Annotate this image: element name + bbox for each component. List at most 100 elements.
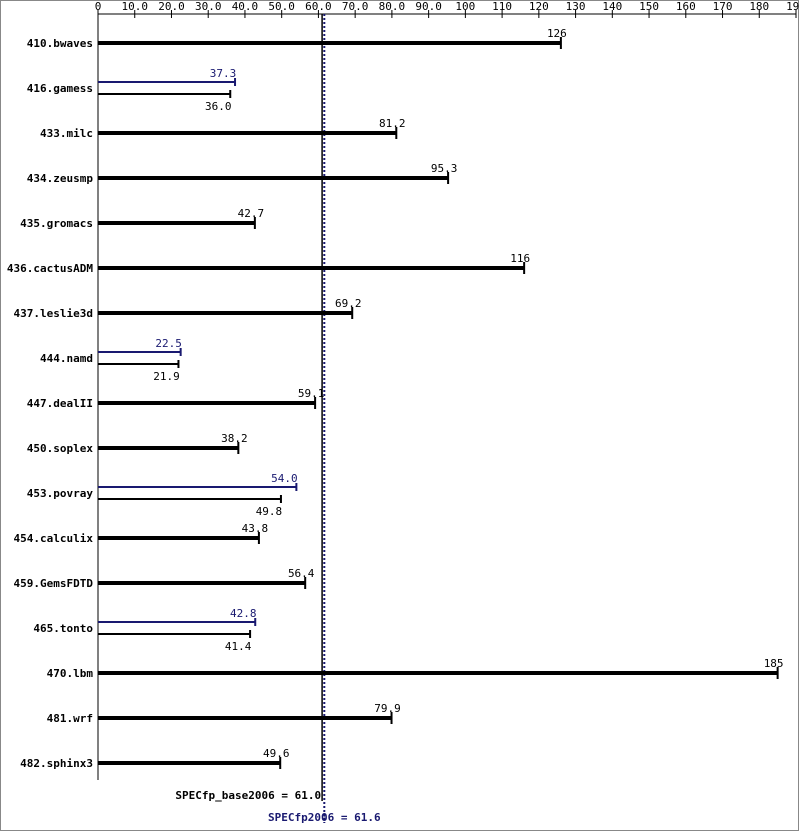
category-label: 450.soplex <box>27 442 94 455</box>
bar <box>98 266 525 270</box>
value-label: 49.8 <box>256 505 283 518</box>
bar <box>98 81 236 83</box>
x-tick-label: 80.0 <box>379 0 406 13</box>
value-label: 116 <box>510 252 530 265</box>
x-tick-label: 40.0 <box>232 0 259 13</box>
category-label: 447.dealII <box>27 397 93 410</box>
bar <box>98 716 392 720</box>
bar <box>98 761 281 765</box>
category-label: 436.cactusADM <box>7 262 93 275</box>
bar-cap <box>447 172 450 184</box>
bar-cap <box>249 630 252 638</box>
value-label: 41.4 <box>225 640 252 653</box>
value-label: 22.5 <box>155 337 182 350</box>
value-label: 43.8 <box>242 522 269 535</box>
bar-cap <box>314 397 317 409</box>
x-tick-label: 130 <box>566 0 586 13</box>
value-label: 36.0 <box>205 100 232 113</box>
value-label: 54.0 <box>271 472 298 485</box>
reference-label: SPECfp_base2006 = 61.0 <box>175 789 321 802</box>
value-label: 38.2 <box>221 432 248 445</box>
value-label: 95.3 <box>431 162 458 175</box>
x-tick-label: 180 <box>749 0 769 13</box>
x-tick-label: 60.0 <box>305 0 332 13</box>
bar-cap <box>304 577 307 589</box>
bar <box>98 621 256 623</box>
category-label: 482.sphinx3 <box>20 757 93 770</box>
x-tick-label: 170 <box>713 0 733 13</box>
x-tick-label: 190 <box>786 0 799 13</box>
value-label: 69.2 <box>335 297 362 310</box>
category-label: 453.povray <box>27 487 94 500</box>
bar <box>98 221 255 225</box>
bar <box>98 41 561 45</box>
bar <box>98 498 281 500</box>
bar-cap <box>776 667 779 679</box>
bar-cap <box>295 483 298 491</box>
bar <box>98 446 239 450</box>
x-tick-label: 70.0 <box>342 0 369 13</box>
x-tick-label: 140 <box>602 0 622 13</box>
bar <box>98 486 297 488</box>
value-label: 79.9 <box>374 702 401 715</box>
value-label: 49.6 <box>263 747 290 760</box>
category-label: 437.leslie3d <box>14 307 93 320</box>
x-tick-label: 160 <box>676 0 696 13</box>
bar-cap <box>234 78 237 86</box>
category-label: 410.bwaves <box>27 37 93 50</box>
x-tick-label: 50.0 <box>268 0 295 13</box>
bar <box>98 131 397 135</box>
category-label: 444.namd <box>40 352 93 365</box>
bar <box>98 633 251 635</box>
bar <box>98 93 231 95</box>
category-label: 434.zeusmp <box>27 172 94 185</box>
bar <box>98 581 306 585</box>
bar <box>98 363 179 365</box>
bar <box>98 311 353 315</box>
bar-cap <box>254 618 257 626</box>
bar-cap <box>237 442 240 454</box>
bar <box>98 176 449 180</box>
bar-cap <box>395 127 398 139</box>
category-label: 465.tonto <box>33 622 93 635</box>
value-label: 21.9 <box>153 370 180 383</box>
value-label: 37.3 <box>210 67 237 80</box>
value-label: 42.7 <box>238 207 265 220</box>
bar-cap <box>390 712 393 724</box>
category-label: 470.lbm <box>47 667 94 680</box>
category-label: 481.wrf <box>47 712 93 725</box>
value-label: 185 <box>764 657 784 670</box>
x-tick-label: 20.0 <box>158 0 185 13</box>
x-tick-label: 0 <box>95 0 102 13</box>
value-label: 56.4 <box>288 567 315 580</box>
x-tick-label: 30.0 <box>195 0 222 13</box>
bar <box>98 351 181 353</box>
x-tick-label: 10.0 <box>121 0 148 13</box>
bar-cap <box>559 37 562 49</box>
bar-cap <box>229 90 232 98</box>
category-label: 433.milc <box>40 127 93 140</box>
x-tick-label: 100 <box>455 0 475 13</box>
x-tick-label: 120 <box>529 0 549 13</box>
x-tick-label: 110 <box>492 0 512 13</box>
reference-label: SPECfp2006 = 61.6 <box>268 811 381 824</box>
bar-cap <box>351 307 354 319</box>
bar-cap <box>279 495 282 503</box>
bar-cap <box>279 757 282 769</box>
value-label: 42.8 <box>230 607 257 620</box>
value-label: 126 <box>547 27 567 40</box>
x-tick-label: 150 <box>639 0 659 13</box>
bar-cap <box>523 262 526 274</box>
category-label: 459.GemsFDTD <box>14 577 94 590</box>
bar <box>98 401 316 405</box>
bar-cap <box>253 217 256 229</box>
bar <box>98 671 778 675</box>
category-label: 435.gromacs <box>20 217 93 230</box>
bar-cap <box>179 348 182 356</box>
value-label: 59.1 <box>298 387 325 400</box>
bar-cap <box>177 360 180 368</box>
bar <box>98 536 259 540</box>
